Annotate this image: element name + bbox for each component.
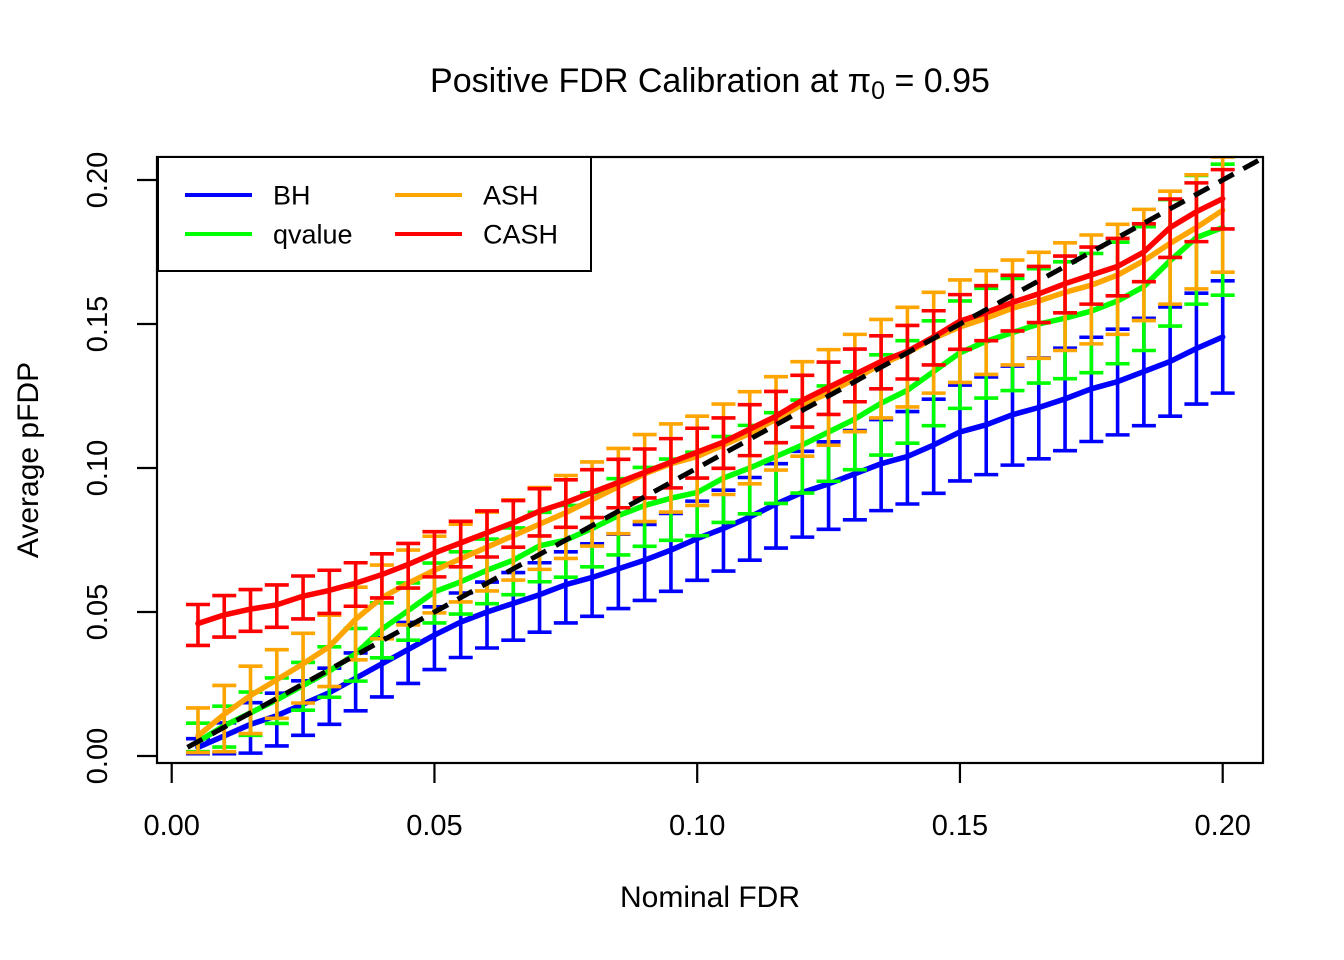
axes xyxy=(137,178,1224,783)
y-tick-label: 0.05 xyxy=(82,584,114,640)
y-axis-label: Average pFDP xyxy=(12,362,45,558)
series-ASH xyxy=(185,157,1235,755)
ASH-error-bar xyxy=(185,706,210,755)
x-tick-label: 0.00 xyxy=(143,810,199,842)
CASH-error-bars xyxy=(185,167,1235,648)
y-tick-label: 0.15 xyxy=(82,296,114,352)
x-axis-label: Nominal FDR xyxy=(620,881,800,914)
ASH-error-bar xyxy=(291,631,316,705)
identity-reference-line xyxy=(186,157,1263,750)
series-CASH xyxy=(185,167,1235,648)
plot-border xyxy=(155,155,1265,765)
chart-title: Positive FDR Calibration at π0 = 0.95 xyxy=(430,62,990,105)
x-tick-label: 0.15 xyxy=(932,810,988,842)
x-tick-label: 0.10 xyxy=(669,810,725,842)
ASH-series-line xyxy=(195,207,1226,739)
x-tick-label: 0.05 xyxy=(406,810,462,842)
qvalue-series-line xyxy=(195,224,1226,745)
BH-series-line xyxy=(195,334,1226,751)
y-tick-label: 0.20 xyxy=(82,152,114,208)
y-tick-label: 0.10 xyxy=(82,440,114,496)
legend-label-BH: BH xyxy=(273,181,311,211)
CASH-series-line xyxy=(195,195,1226,627)
y-tick-label: 0.00 xyxy=(82,728,114,784)
ASH-error-bars xyxy=(185,157,1235,755)
ASH-error-bar xyxy=(212,683,237,754)
legend-label-ASH: ASH xyxy=(483,181,539,211)
ASH-error-bar xyxy=(238,664,263,736)
legend-label-CASH: CASH xyxy=(483,220,558,250)
legend-label-qvalue: qvalue xyxy=(273,220,353,250)
legend-box xyxy=(157,156,592,272)
data-layer xyxy=(185,157,1235,756)
x-tick-label: 0.20 xyxy=(1194,810,1250,842)
legend: BH qvalue ASH CASH xyxy=(157,156,592,272)
ASH-error-bar xyxy=(264,647,289,721)
